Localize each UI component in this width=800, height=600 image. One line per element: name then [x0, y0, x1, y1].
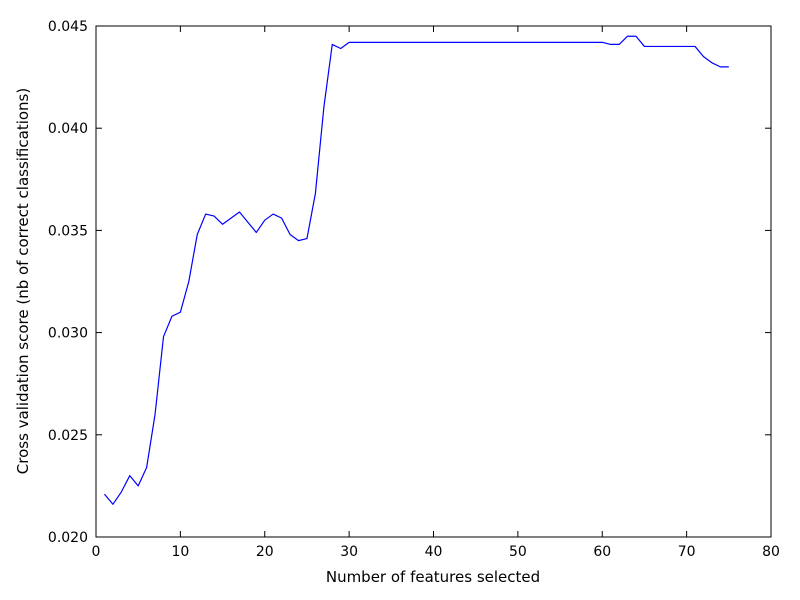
x-tick-label: 0: [92, 544, 101, 560]
x-tick-label: 30: [340, 544, 358, 560]
x-tick-label: 20: [256, 544, 274, 560]
x-tick-label: 40: [425, 544, 443, 560]
y-tick-label: 0.035: [48, 223, 88, 239]
axes: 0 10 20 30 40 50 60 70 80 0.020 0.025 0.030 0.035 0.0…: [48, 19, 780, 560]
x-tick-label: 10: [171, 544, 189, 560]
x-tick-label: 60: [593, 544, 611, 560]
x-tick-label: 50: [509, 544, 527, 560]
x-tick-label: 80: [762, 544, 780, 560]
y-axis-label: Cross validation score (nb of correct cl…: [14, 88, 32, 474]
y-tick-label: 0.020: [48, 530, 88, 546]
y-tick-label: 0.045: [48, 19, 88, 35]
y-tick-label: 0.030: [48, 326, 88, 342]
y-tick-label: 0.040: [48, 121, 88, 137]
plot-area: [103, 35, 729, 505]
x-axis-label: Number of features selected: [326, 568, 540, 586]
x-tick-label: 70: [678, 544, 696, 560]
series-line-0: [103, 35, 729, 505]
y-tick-label: 0.025: [48, 428, 88, 444]
